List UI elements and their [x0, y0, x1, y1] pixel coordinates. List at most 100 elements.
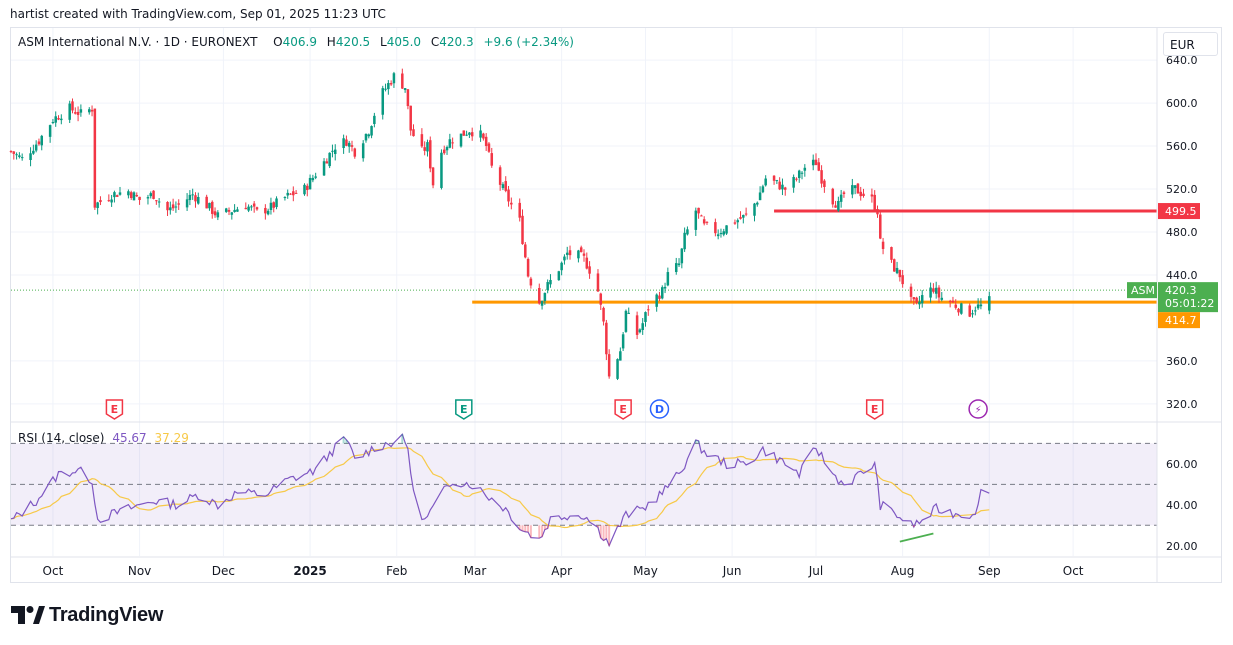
- resistance-tag: [1158, 203, 1200, 220]
- candle-body: [680, 248, 684, 264]
- symbol-tag-label: ASM: [1131, 284, 1155, 297]
- candle-body: [138, 196, 141, 201]
- price-tick-label: 600.0: [1166, 97, 1198, 110]
- earnings-marker-label: E: [619, 403, 627, 416]
- candle-body: [275, 198, 278, 208]
- candle-body: [831, 188, 835, 205]
- candle-body: [286, 192, 289, 196]
- rsi-line: [10, 433, 990, 548]
- time-tick-label: Oct: [43, 564, 64, 578]
- candle-body: [733, 222, 737, 224]
- candle-body: [96, 202, 99, 209]
- candle-body: [563, 256, 566, 261]
- symbol-name[interactable]: ASM International N.V. · 1D · EURONEXT: [18, 35, 258, 49]
- candle-body: [577, 250, 580, 259]
- rsi-legend-value: 45.67: [112, 431, 147, 445]
- price-tick-label: 480.0: [1166, 226, 1198, 239]
- candle-body: [647, 309, 650, 311]
- candle-body: [490, 153, 494, 166]
- candle-body: [624, 310, 628, 332]
- rsi-legend[interactable]: RSI (14, close) 45.67 37.29: [18, 431, 189, 445]
- candle-body: [129, 192, 133, 199]
- candle-body: [342, 138, 345, 149]
- candle-body: [264, 207, 267, 214]
- candle-body: [602, 307, 605, 322]
- event-markers: E E E D E ⚡: [105, 399, 988, 420]
- time-tick-label: 2025: [293, 564, 326, 578]
- earnings-marker-icon: [105, 399, 124, 420]
- candle-body: [15, 154, 18, 156]
- open-value: 406.9: [282, 35, 317, 49]
- candle-body: [387, 83, 390, 90]
- candle-body: [498, 167, 502, 185]
- candle-body: [345, 139, 348, 146]
- currency-selector[interactable]: EUR: [1163, 32, 1218, 56]
- candle-body: [920, 295, 924, 304]
- candle-body: [879, 214, 882, 239]
- candle-body: [890, 247, 893, 260]
- candle-body: [197, 196, 200, 204]
- candle-body: [912, 297, 916, 300]
- candle-body: [459, 133, 463, 147]
- candle-body: [325, 161, 329, 164]
- candle-body: [370, 126, 373, 136]
- candle-body: [113, 192, 116, 198]
- candle-body: [216, 212, 220, 218]
- tradingview-logo[interactable]: TradingView: [11, 603, 163, 627]
- candle-body: [373, 115, 376, 125]
- candle-body: [32, 150, 35, 154]
- candle-body: [683, 232, 686, 250]
- credit-text: hartist created with TradingView.com, Se…: [10, 7, 386, 21]
- candle-body: [697, 207, 700, 214]
- time-tick-label: Feb: [386, 564, 407, 578]
- rsi-tick-label: 20.00: [1166, 540, 1198, 553]
- candle-body: [775, 180, 779, 182]
- candle-body: [971, 313, 974, 315]
- candle-body: [744, 213, 748, 215]
- candle-body: [40, 135, 44, 146]
- candle-body: [423, 147, 426, 151]
- candle-body: [781, 184, 784, 190]
- candle-body: [778, 181, 781, 190]
- open-label: O: [273, 35, 283, 49]
- earnings-marker-icon: [865, 399, 884, 420]
- candle-body: [929, 287, 932, 298]
- candle-body: [308, 177, 312, 190]
- candle-body: [166, 202, 169, 211]
- candle-body: [272, 202, 275, 208]
- candle-body: [244, 207, 248, 210]
- candle-body: [107, 200, 111, 202]
- candle-body: [292, 191, 295, 196]
- low-label: L: [380, 35, 387, 49]
- candle-body: [758, 192, 762, 201]
- candle-body: [420, 134, 424, 147]
- candle-body: [314, 176, 317, 178]
- candle-body: [968, 305, 971, 317]
- candle-body: [384, 88, 387, 90]
- candle-body: [742, 214, 745, 218]
- divergence-line: [899, 532, 934, 543]
- candle-body: [694, 210, 698, 230]
- high-label: H: [326, 35, 336, 49]
- candle-body: [208, 202, 211, 209]
- candle-body: [250, 206, 253, 208]
- candle-body: [655, 294, 658, 307]
- candle-body: [110, 199, 113, 203]
- candle-body: [146, 197, 150, 199]
- candle-body: [328, 152, 331, 167]
- candle-body: [389, 83, 393, 85]
- candle-body: [644, 312, 647, 322]
- candle-body: [518, 202, 521, 218]
- candle-body: [236, 209, 239, 212]
- candle-body: [898, 269, 902, 278]
- low-value: 405.0: [386, 35, 422, 49]
- rsi-ma-legend-value: 37.29: [154, 431, 189, 445]
- candle-body: [638, 329, 642, 333]
- candle-body: [756, 202, 759, 205]
- candle-body: [54, 116, 57, 123]
- price-tick-label: 360.0: [1166, 355, 1198, 368]
- candle-body: [772, 175, 776, 181]
- candle-body: [510, 202, 513, 205]
- candle-body: [445, 147, 449, 151]
